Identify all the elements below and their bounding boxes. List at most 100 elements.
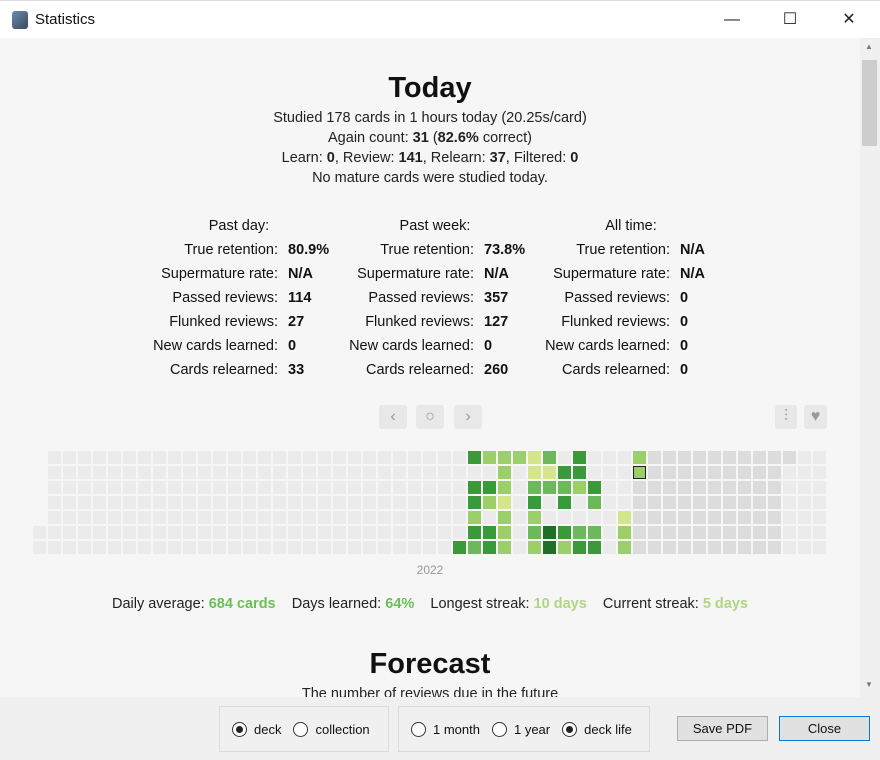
heatmap-day-empty[interactable]	[618, 496, 631, 509]
heatmap-day-empty[interactable]	[93, 496, 106, 509]
heatmap-day[interactable]	[498, 496, 511, 509]
heatmap-day-empty[interactable]	[543, 511, 556, 524]
heatmap-day-empty[interactable]	[198, 451, 211, 464]
heatmap-day[interactable]	[618, 541, 631, 554]
heatmap-day-empty[interactable]	[138, 541, 151, 554]
heatmap-day-future[interactable]	[753, 526, 766, 539]
heatmap-day-empty[interactable]	[333, 481, 346, 494]
heatmap-day[interactable]	[483, 541, 496, 554]
heatmap-day-empty[interactable]	[348, 496, 361, 509]
heatmap-day-future[interactable]	[738, 541, 751, 554]
heatmap-day-future[interactable]	[768, 526, 781, 539]
heatmap-day-future[interactable]	[708, 466, 721, 479]
heatmap-day-empty[interactable]	[363, 451, 376, 464]
heatmap-day-future[interactable]	[648, 481, 661, 494]
heatmap-day-empty[interactable]	[333, 541, 346, 554]
heatmap-day-future[interactable]	[648, 511, 661, 524]
heatmap-day-future[interactable]	[738, 496, 751, 509]
heatmap-day-empty[interactable]	[303, 526, 316, 539]
heatmap-day-empty[interactable]	[198, 466, 211, 479]
radio-1-year[interactable]: 1 year	[491, 721, 550, 737]
heatmap-day-empty[interactable]	[438, 451, 451, 464]
heatmap-day-empty[interactable]	[588, 451, 601, 464]
heatmap-day-future[interactable]	[648, 466, 661, 479]
heatmap-day-empty[interactable]	[123, 511, 136, 524]
heatmap-day-empty[interactable]	[93, 451, 106, 464]
heatmap-day-future[interactable]	[738, 466, 751, 479]
heatmap-day[interactable]	[558, 526, 571, 539]
heatmap-day-future[interactable]	[693, 466, 706, 479]
heatmap-day[interactable]	[528, 526, 541, 539]
heatmap-day-empty[interactable]	[348, 466, 361, 479]
heatmap-day-future[interactable]	[723, 526, 736, 539]
heatmap-day-empty[interactable]	[588, 466, 601, 479]
heatmap-day-future[interactable]	[663, 511, 676, 524]
heatmap-day-empty[interactable]	[78, 481, 91, 494]
heatmap-day[interactable]	[558, 466, 571, 479]
heatmap-day-empty[interactable]	[63, 541, 76, 554]
heatmap-day-empty[interactable]	[423, 451, 436, 464]
heatmap-day[interactable]	[543, 526, 556, 539]
heatmap-day-empty[interactable]	[363, 541, 376, 554]
heatmap-day-future[interactable]	[663, 481, 676, 494]
heatmap-day[interactable]	[588, 496, 601, 509]
heatmap-day-empty[interactable]	[303, 466, 316, 479]
heatmap-day-future[interactable]	[678, 451, 691, 464]
heatmap-day-empty[interactable]	[213, 451, 226, 464]
heatmap-day-empty[interactable]	[303, 496, 316, 509]
heatmap-day-empty[interactable]	[423, 526, 436, 539]
heatmap-day-empty[interactable]	[798, 466, 811, 479]
heatmap-day-empty[interactable]	[153, 541, 166, 554]
heatmap-day-empty[interactable]	[198, 511, 211, 524]
heatmap-day-empty[interactable]	[168, 541, 181, 554]
heatmap-day-empty[interactable]	[93, 541, 106, 554]
heatmap-day-future[interactable]	[678, 496, 691, 509]
heatmap-day-empty[interactable]	[318, 466, 331, 479]
heatmap-day-empty[interactable]	[453, 466, 466, 479]
heatmap-day-empty[interactable]	[318, 481, 331, 494]
heatmap-day-empty[interactable]	[243, 466, 256, 479]
heatmap-day[interactable]	[483, 496, 496, 509]
heatmap-day-empty[interactable]	[783, 541, 796, 554]
heatmap-day-empty[interactable]	[108, 511, 121, 524]
heatmap-day-empty[interactable]	[513, 496, 526, 509]
heatmap-day[interactable]	[498, 541, 511, 554]
heatmap-day-empty[interactable]	[228, 526, 241, 539]
heatmap-day-empty[interactable]	[78, 496, 91, 509]
heatmap-day-empty[interactable]	[783, 466, 796, 479]
heatmap-day-empty[interactable]	[408, 496, 421, 509]
heatmap-day-empty[interactable]	[378, 511, 391, 524]
heatmap-day-empty[interactable]	[123, 496, 136, 509]
heatmap-day-empty[interactable]	[258, 451, 271, 464]
heatmap-day-empty[interactable]	[363, 511, 376, 524]
heatmap-day-empty[interactable]	[618, 451, 631, 464]
minimize-button[interactable]: —	[724, 11, 740, 28]
heatmap-day-future[interactable]	[738, 451, 751, 464]
heatmap-day-empty[interactable]	[393, 541, 406, 554]
heatmap-day-empty[interactable]	[138, 496, 151, 509]
heatmap-day-empty[interactable]	[393, 481, 406, 494]
heatmap-day-empty[interactable]	[213, 511, 226, 524]
heatmap-day-today[interactable]	[633, 466, 646, 479]
heatmap-day-empty[interactable]	[198, 496, 211, 509]
heatmap-day-empty[interactable]	[348, 541, 361, 554]
heatmap-today-button[interactable]: ○	[416, 405, 444, 429]
heatmap-day-empty[interactable]	[168, 496, 181, 509]
heatmap-day-empty[interactable]	[603, 466, 616, 479]
heatmap-day-empty[interactable]	[813, 541, 826, 554]
heatmap-day-future[interactable]	[693, 496, 706, 509]
heatmap-day-empty[interactable]	[333, 466, 346, 479]
heatmap-day-empty[interactable]	[393, 451, 406, 464]
heatmap-day[interactable]	[528, 541, 541, 554]
heatmap-day[interactable]	[558, 481, 571, 494]
heatmap-day-empty[interactable]	[378, 481, 391, 494]
heatmap-day-empty[interactable]	[513, 481, 526, 494]
heatmap-day-future[interactable]	[648, 526, 661, 539]
heatmap-day-empty[interactable]	[168, 481, 181, 494]
heatmap-day-empty[interactable]	[393, 496, 406, 509]
heatmap-day-empty[interactable]	[48, 451, 61, 464]
heatmap-day-empty[interactable]	[603, 511, 616, 524]
heatmap-next-button[interactable]: ›	[454, 405, 482, 429]
heatmap-day-empty[interactable]	[453, 511, 466, 524]
heatmap-day-future[interactable]	[648, 541, 661, 554]
